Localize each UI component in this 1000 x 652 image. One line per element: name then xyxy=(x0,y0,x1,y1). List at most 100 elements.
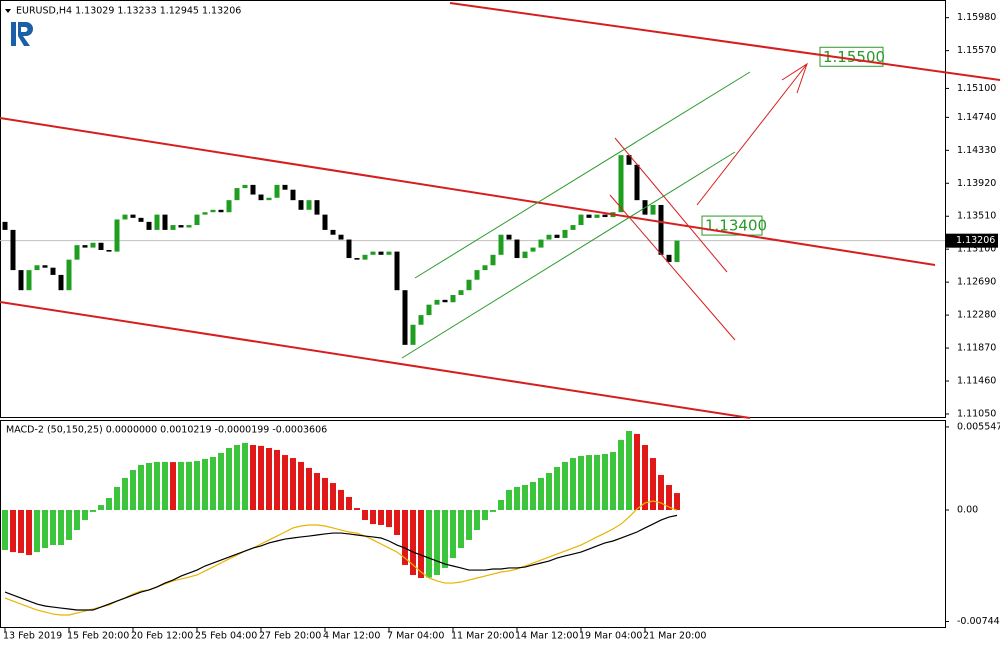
candle-body xyxy=(234,188,240,201)
histogram-bar xyxy=(274,449,280,510)
candle-body xyxy=(618,155,624,213)
histogram-bar xyxy=(450,509,456,559)
candle-body xyxy=(90,242,96,248)
candle-body xyxy=(474,270,480,280)
candle-body xyxy=(226,200,232,213)
candle-body xyxy=(378,251,384,255)
candle-body xyxy=(210,209,216,213)
histogram-bar xyxy=(234,445,240,510)
arrow-head xyxy=(781,62,808,94)
x-tick-label: 13 Feb 2019 xyxy=(3,631,62,642)
candle-body xyxy=(338,234,344,240)
candle-body xyxy=(402,290,408,345)
x-tick-label: 15 Feb 20:00 xyxy=(67,631,129,642)
histogram-bar xyxy=(554,467,560,510)
channel-line xyxy=(614,137,728,273)
histogram-bar xyxy=(146,462,152,510)
histogram-bar xyxy=(266,448,272,510)
candle-body xyxy=(18,270,24,291)
trend-line xyxy=(0,301,751,419)
candle-body xyxy=(602,214,608,218)
histogram-bar xyxy=(50,509,56,546)
candle-body xyxy=(466,279,472,291)
histogram-bar xyxy=(138,464,144,510)
candle-body xyxy=(282,184,288,190)
candle-body xyxy=(122,214,128,220)
y-tick-label: 1.13100 xyxy=(957,244,996,255)
candle-body xyxy=(426,304,432,316)
histogram-bar xyxy=(330,483,336,510)
candle-body xyxy=(162,214,168,230)
current-price-label: 1.13206 xyxy=(956,235,995,246)
x-tick-label: 14 Mar 12:00 xyxy=(515,631,578,642)
histogram-bar xyxy=(418,509,424,578)
candle-body xyxy=(498,234,504,255)
histogram-bar xyxy=(642,445,648,510)
y-tick-label: -0.007447 xyxy=(957,616,1000,627)
histogram-bar xyxy=(562,461,568,510)
x-tick-label: 19 Mar 04:00 xyxy=(579,631,642,642)
candle-body xyxy=(482,265,488,271)
histogram-bar xyxy=(490,509,496,512)
candle-body xyxy=(290,189,296,201)
histogram-bar xyxy=(354,508,360,510)
candle-body xyxy=(354,258,360,260)
histogram-bar xyxy=(18,509,24,553)
candle-body xyxy=(218,209,224,213)
histogram-bar xyxy=(514,486,520,510)
histogram-bar xyxy=(74,509,80,531)
histogram-bar xyxy=(362,509,368,521)
histogram-bar xyxy=(322,477,328,510)
y-tick-label: 1.13510 xyxy=(957,211,996,222)
histogram-bar xyxy=(442,509,448,568)
candle-body xyxy=(66,259,72,291)
histogram-bar xyxy=(458,509,464,549)
candle-body xyxy=(82,245,88,248)
histogram-bar xyxy=(522,484,528,510)
histogram-bar xyxy=(218,452,224,510)
candle-body xyxy=(410,324,416,345)
candle-body xyxy=(178,225,184,228)
histogram-bar xyxy=(578,455,584,510)
price-label: 1.13400 xyxy=(705,217,767,235)
histogram-bar xyxy=(250,445,256,510)
candle-body xyxy=(578,214,584,226)
candle-body xyxy=(146,221,152,230)
trend-lines xyxy=(0,2,1000,419)
histogram-bar xyxy=(10,509,16,553)
candle-body xyxy=(346,239,352,259)
candle-body xyxy=(74,245,80,260)
histogram-bar xyxy=(106,498,112,510)
current-price-box xyxy=(946,233,998,248)
y-tick-label: 0.0055474 xyxy=(957,421,1000,432)
candle-body xyxy=(266,197,272,201)
histogram-bar xyxy=(178,461,184,510)
candle-body xyxy=(58,274,64,291)
histogram-bar xyxy=(538,477,544,510)
candle-body xyxy=(34,265,40,271)
candle-body xyxy=(250,184,256,195)
histogram-bar xyxy=(122,477,128,510)
candle-body xyxy=(450,295,456,303)
candle-body xyxy=(490,254,496,266)
y-tick-label: 1.12690 xyxy=(957,277,996,288)
trend-line xyxy=(449,2,1000,81)
candle-body xyxy=(634,164,640,201)
histogram-bar xyxy=(314,473,320,510)
histogram-bar xyxy=(498,499,504,510)
candle-body xyxy=(298,200,304,210)
candle-body xyxy=(106,249,112,252)
y-tick-label: 1.11050 xyxy=(957,408,996,419)
candle-body xyxy=(330,229,336,235)
histogram-bar xyxy=(114,486,120,510)
channel-line xyxy=(414,71,751,279)
histogram-bar xyxy=(298,461,304,510)
histogram-bar xyxy=(66,509,72,540)
histogram-bar xyxy=(2,509,8,550)
histogram-bar xyxy=(90,509,96,512)
candle-body xyxy=(50,267,56,275)
candle-body xyxy=(114,219,120,252)
histogram-bar xyxy=(466,509,472,540)
histogram-bar xyxy=(202,458,208,510)
